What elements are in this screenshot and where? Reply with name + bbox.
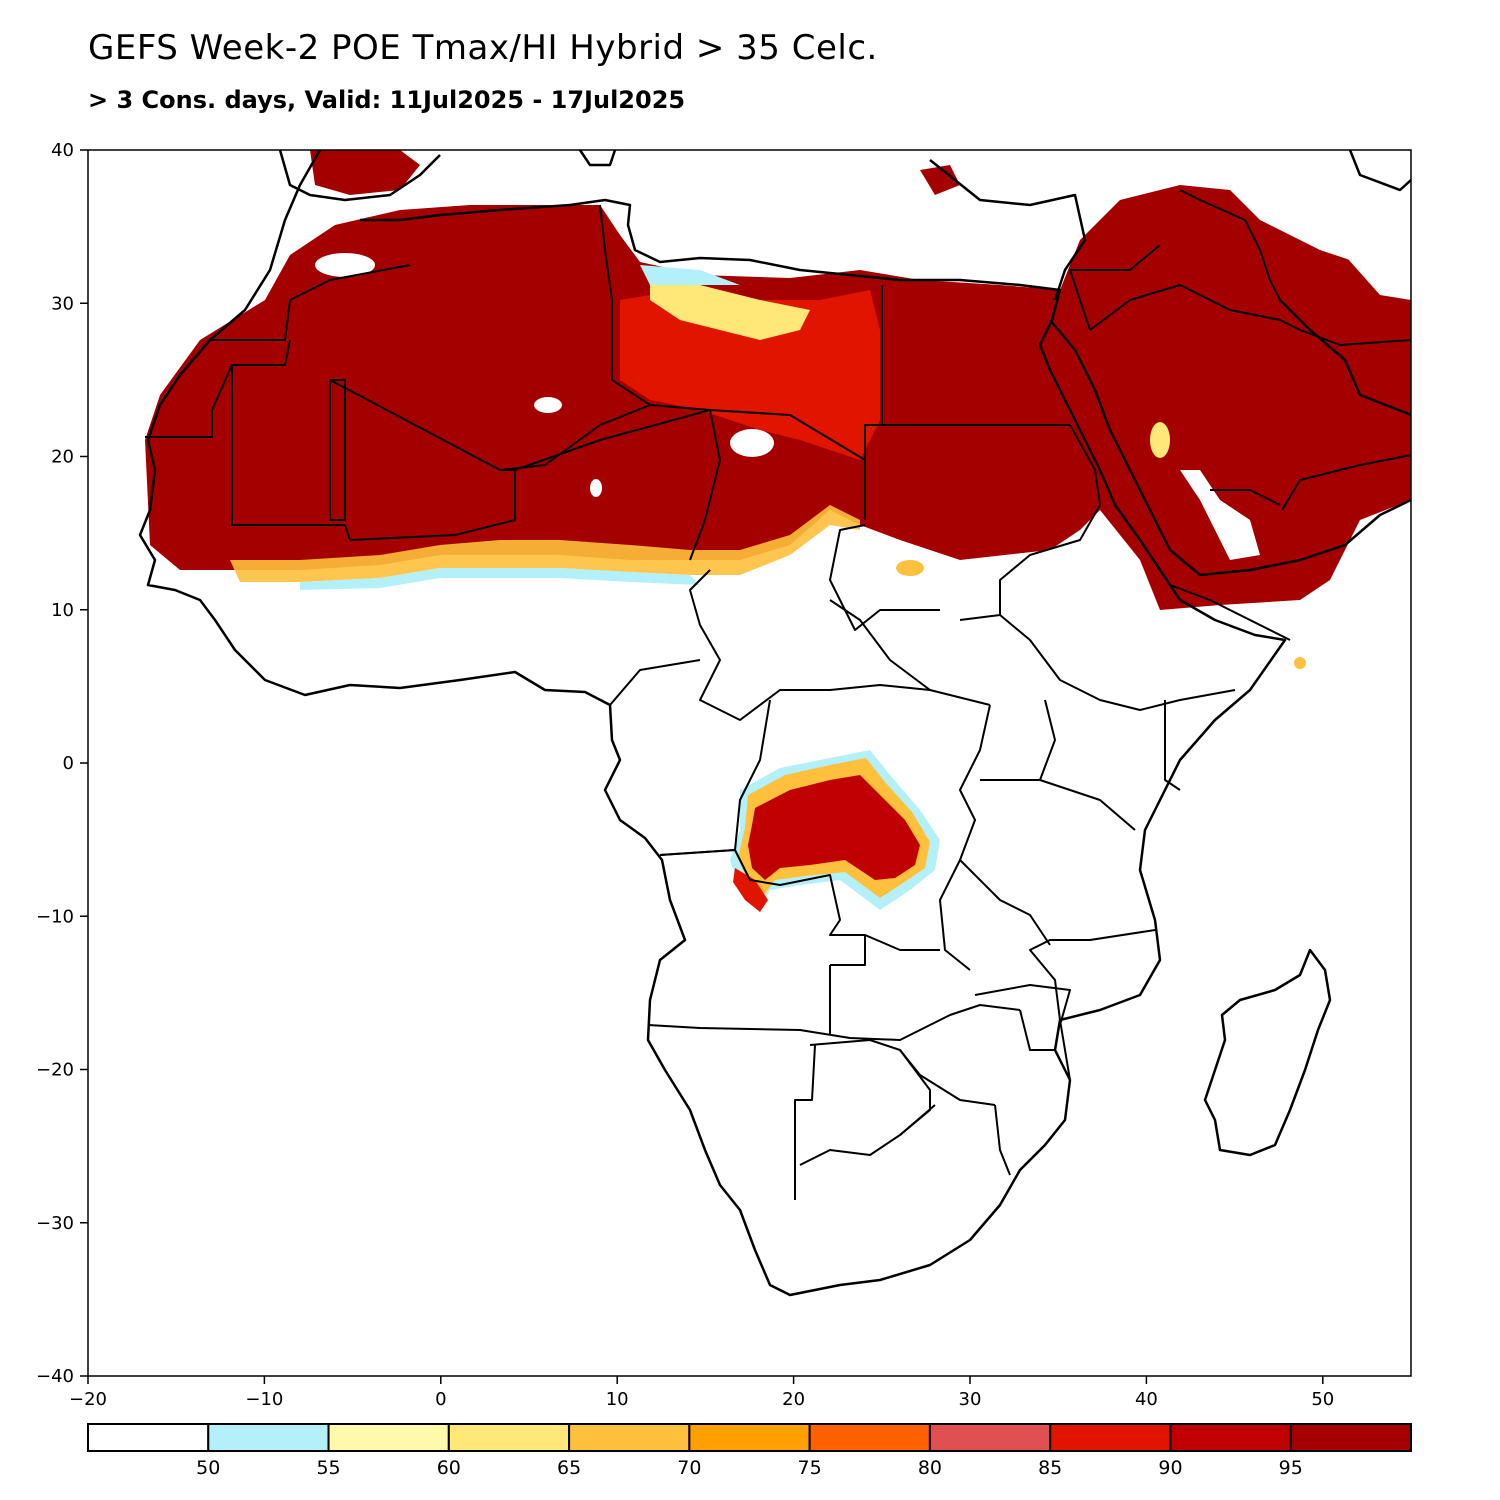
- heat-region-iberia: [310, 150, 420, 195]
- lon-axis: −20 −10 0 10 20 30 40 50: [69, 1376, 1334, 1410]
- heat-gap-algeria: [534, 397, 562, 413]
- lon-tick-label: 40: [1135, 1389, 1158, 1410]
- lon-tick-label: 20: [782, 1389, 805, 1410]
- lat-tick-label: 0: [63, 753, 74, 774]
- colorbar-swatch: [1049, 1423, 1172, 1452]
- colorbar-label: 65: [557, 1457, 581, 1479]
- colorbar-swatch: [688, 1423, 811, 1452]
- lon-tick-label: −20: [69, 1389, 107, 1410]
- heat-region-congo-core: [748, 775, 920, 880]
- lat-tick-label: 10: [51, 600, 74, 621]
- colorbar-label: 80: [918, 1457, 942, 1479]
- italy-coastline: [578, 150, 617, 167]
- colorbar-swatch: [928, 1423, 1052, 1452]
- arabia-coastline: [1049, 319, 1411, 577]
- lon-tick-label: 50: [1311, 1389, 1334, 1410]
- heat-region-libya-coast-edge: [640, 265, 740, 285]
- lat-axis: 40 30 20 10 0 −10 −20 −30 −40: [36, 140, 88, 1387]
- heat-gap-atlas: [315, 253, 375, 277]
- colorbar-label: 75: [798, 1457, 822, 1479]
- heat-region-somalia: [1294, 657, 1306, 669]
- lat-tick-label: 30: [51, 293, 74, 314]
- colorbar-label: 60: [437, 1457, 461, 1479]
- heat-region-libya: [620, 290, 880, 460]
- colorbar-swatch: [808, 1423, 931, 1452]
- colorbar-swatch: [327, 1423, 450, 1452]
- gulf-coastline: [1279, 299, 1411, 417]
- turkey-levant-coastline: [929, 159, 1087, 301]
- colorbar-swatch: [447, 1423, 571, 1452]
- colorbar-swatch: [1169, 1423, 1292, 1452]
- colorbar-label: 95: [1279, 1457, 1303, 1479]
- caspian-coastline: [1348, 150, 1411, 192]
- heat-region-sahel-fringe: [230, 505, 860, 582]
- colorbar-label: 85: [1038, 1457, 1062, 1479]
- lat-tick-label: 40: [51, 140, 74, 161]
- heat-region-libya-coast: [650, 270, 810, 340]
- lon-tick-label: −10: [245, 1389, 283, 1410]
- heat-gap-aer: [590, 479, 602, 497]
- heat-gap-yemen-highlands: [1180, 470, 1260, 560]
- colorbar-swatch: [1289, 1423, 1413, 1452]
- colorbar-swatch: [207, 1423, 330, 1452]
- heat-gap-tibesti: [730, 429, 774, 457]
- heat-region-ethiopia: [896, 560, 924, 576]
- lat-tick-label: −30: [36, 1213, 74, 1234]
- heat-region-turkey: [920, 165, 960, 195]
- colorbar: 50 55 60 65 70 75 80 85 90 95: [87, 1423, 1413, 1479]
- heat-gap-zagros: [1290, 200, 1411, 300]
- lat-tick-label: 20: [51, 447, 74, 468]
- map-subtitle: > 3 Cons. days, Valid: 11Jul2025 - 17Jul…: [88, 86, 686, 114]
- colorbar-label: 55: [316, 1457, 340, 1479]
- heat-region-angola: [733, 868, 768, 912]
- country-borders: [145, 189, 1411, 1200]
- lon-tick-label: 30: [959, 1389, 982, 1410]
- colorbar-label: 70: [677, 1457, 701, 1479]
- heat-gap-asir: [1150, 422, 1170, 458]
- lat-tick-label: −20: [36, 1060, 74, 1081]
- africa-coastline: [138, 150, 1287, 1297]
- heat-shading: [145, 150, 1411, 912]
- map-title: GEFS Week-2 POE Tmax/HI Hybrid > 35 Celc…: [88, 28, 878, 68]
- lat-tick-label: −10: [36, 906, 74, 927]
- colorbar-swatch: [568, 1423, 691, 1452]
- madagascar-coastline: [1203, 948, 1332, 1157]
- colorbar-label: 50: [196, 1457, 220, 1479]
- europe-coastline: [278, 150, 441, 202]
- lat-tick-label: −40: [36, 1366, 74, 1387]
- colorbar-label: 90: [1158, 1457, 1182, 1479]
- lon-tick-label: 0: [435, 1389, 446, 1410]
- heat-region-sahel-edge: [300, 568, 700, 590]
- colorbar-swatch: [87, 1423, 210, 1452]
- map-area: [138, 150, 1411, 1297]
- lon-tick-label: 10: [606, 1389, 629, 1410]
